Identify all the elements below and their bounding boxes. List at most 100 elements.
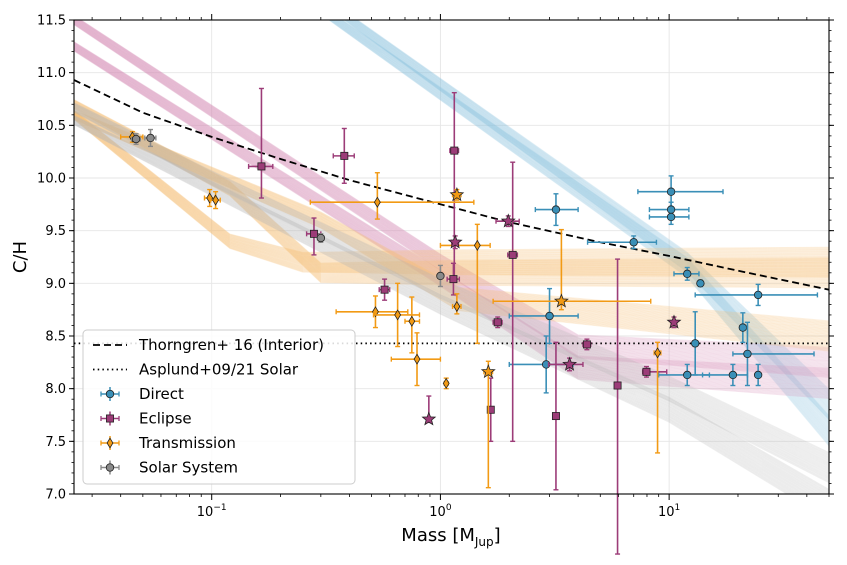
solar-model-line xyxy=(74,115,829,494)
solar-model-line xyxy=(74,123,793,494)
solar-model-line xyxy=(74,123,792,494)
transmission-model-line xyxy=(74,105,829,280)
solar-model-line xyxy=(74,117,824,494)
y-axis-label: C/H xyxy=(10,241,31,273)
transmission-model-line xyxy=(74,116,829,271)
y-tick-label: 11.5 xyxy=(37,14,66,29)
transmission-model-line xyxy=(74,115,829,266)
transmission-model-line xyxy=(74,111,829,327)
stars-marker xyxy=(500,213,516,228)
solar-model-line xyxy=(74,111,829,483)
transmission-model-line xyxy=(74,102,829,271)
transmission-model-line xyxy=(74,117,829,274)
transmission-model-line xyxy=(74,110,829,325)
transmission-model-line xyxy=(74,101,829,269)
y-tick-label: 7.5 xyxy=(45,435,66,450)
eclipse-marker xyxy=(493,318,502,327)
direct-model-line xyxy=(353,20,829,396)
transmission-model-line xyxy=(74,99,829,265)
transmission-model-line xyxy=(74,116,829,271)
transmission-model-line xyxy=(74,100,829,268)
transmission-model-line xyxy=(74,118,829,350)
eclipse-model-line xyxy=(74,49,829,397)
eclipse-model-line xyxy=(74,45,829,382)
transmission-model-line xyxy=(74,111,829,256)
eclipse-model-line xyxy=(74,23,829,377)
direct-model-line xyxy=(349,20,829,407)
direct-model-line xyxy=(338,20,829,424)
direct-point xyxy=(694,283,819,307)
legend-label: Asplund+09/21 Solar xyxy=(139,361,299,379)
transmission-model-line xyxy=(74,102,829,271)
transmission-model-line xyxy=(74,116,829,343)
transmission-model-line xyxy=(74,107,829,284)
solar-model-line xyxy=(74,110,829,480)
solar-model-line xyxy=(74,110,829,482)
eclipse-model-line xyxy=(78,20,829,351)
transmission-model-line xyxy=(74,104,829,277)
eclipse-model-line xyxy=(74,21,829,369)
solar-model-line xyxy=(74,115,829,492)
transmission-model-line xyxy=(74,104,829,276)
solar-model-line xyxy=(74,110,829,478)
transmission-marker xyxy=(373,196,381,208)
transmission-model-line xyxy=(74,118,829,275)
x-tick-label-exponent: −1 xyxy=(213,503,226,513)
transmission-model-line xyxy=(74,116,829,270)
stars-series xyxy=(421,186,682,489)
solar-model-line xyxy=(74,117,822,494)
x-axis-label: Mass [MJup] xyxy=(401,525,500,549)
direct-marker xyxy=(753,290,763,300)
x-tick-label-base: 10 xyxy=(197,505,214,520)
eclipse-model-line xyxy=(74,22,829,373)
legend-item: Transmission xyxy=(100,434,236,452)
transmission-marker xyxy=(206,192,214,204)
transmission-model-line xyxy=(74,103,829,273)
transmission-point xyxy=(404,296,421,354)
transmission-model-line xyxy=(74,110,829,255)
legend-item: Thorngren+ 16 (Interior) xyxy=(93,336,324,354)
stars-point xyxy=(449,186,465,202)
transmission-model-line xyxy=(74,113,829,261)
solar-model-line xyxy=(74,116,828,494)
solar-model-line xyxy=(74,110,829,481)
stars-marker xyxy=(562,356,578,371)
solar-model-line xyxy=(74,119,812,494)
eclipse-point xyxy=(378,278,391,301)
x-axis-label-end: ] xyxy=(494,525,501,546)
direct-model-line xyxy=(339,20,829,423)
transmission-model-line xyxy=(74,115,829,268)
eclipse-model-line xyxy=(74,46,829,386)
legend-label: Thorngren+ 16 (Interior) xyxy=(138,336,324,354)
legend-item: Asplund+09/21 Solar xyxy=(93,361,299,379)
transmission-model-line xyxy=(74,104,829,276)
eclipse-point xyxy=(446,262,461,296)
direct-model-line xyxy=(353,20,829,398)
transmission-model-line xyxy=(74,106,829,282)
transmission-model-line xyxy=(74,109,829,253)
transmission-model-line xyxy=(74,114,829,339)
x-tick-label: 10−1 xyxy=(197,503,227,520)
transmission-model-line xyxy=(74,118,829,352)
transmission-model-line xyxy=(74,112,829,259)
eclipse-marker xyxy=(450,146,459,155)
direct-point xyxy=(648,208,690,226)
transmission-model-line xyxy=(74,101,829,270)
eclipse-model-line xyxy=(76,20,829,355)
direct-marker xyxy=(551,205,561,214)
direct-model-line xyxy=(346,20,829,412)
transmission-model-line xyxy=(74,117,829,346)
transmission-model-line xyxy=(74,118,829,276)
direct-point xyxy=(508,287,579,345)
eclipse-point xyxy=(582,338,592,351)
transmission-series xyxy=(119,130,662,454)
eclipse-model-line xyxy=(80,20,829,348)
transmission-marker xyxy=(212,194,220,206)
solar-model-line xyxy=(74,107,829,469)
eclipse-model-line xyxy=(74,20,829,361)
solar-model-line xyxy=(74,121,805,494)
eclipse-model-line xyxy=(74,47,829,390)
transmission-model-line xyxy=(74,115,829,340)
direct-marker xyxy=(738,323,748,332)
